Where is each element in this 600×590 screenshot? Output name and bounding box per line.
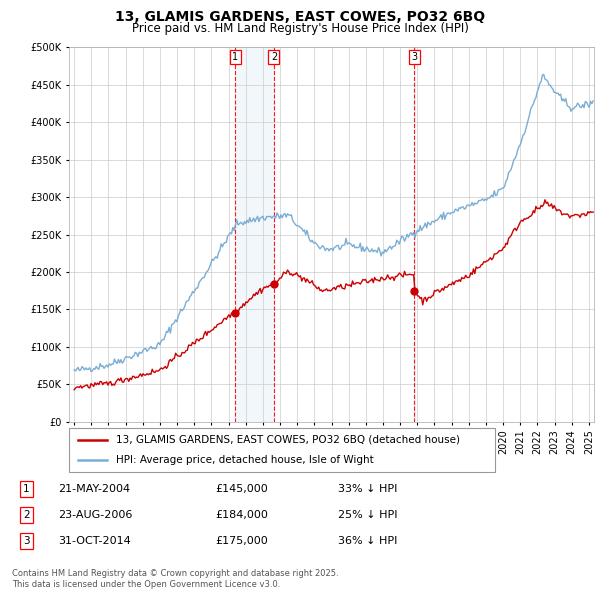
Text: £175,000: £175,000	[216, 536, 268, 546]
Text: 36% ↓ HPI: 36% ↓ HPI	[338, 536, 397, 546]
Text: 3: 3	[23, 536, 30, 546]
Text: HPI: Average price, detached house, Isle of Wight: HPI: Average price, detached house, Isle…	[116, 455, 374, 465]
Text: 2: 2	[271, 52, 277, 62]
Text: £184,000: £184,000	[216, 510, 269, 520]
Bar	[235, 47, 274, 422]
Text: 13, GLAMIS GARDENS, EAST COWES, PO32 6BQ (detached house): 13, GLAMIS GARDENS, EAST COWES, PO32 6BQ…	[116, 435, 460, 445]
Text: 33% ↓ HPI: 33% ↓ HPI	[338, 484, 397, 494]
Text: Contains HM Land Registry data © Crown copyright and database right 2025.
This d: Contains HM Land Registry data © Crown c…	[12, 569, 338, 589]
Text: 25% ↓ HPI: 25% ↓ HPI	[338, 510, 397, 520]
Bar	[413, 47, 415, 422]
Text: 13, GLAMIS GARDENS, EAST COWES, PO32 6BQ: 13, GLAMIS GARDENS, EAST COWES, PO32 6BQ	[115, 10, 485, 24]
Text: 31-OCT-2014: 31-OCT-2014	[59, 536, 131, 546]
FancyBboxPatch shape	[69, 428, 495, 472]
Text: 23-AUG-2006: 23-AUG-2006	[59, 510, 133, 520]
Text: £145,000: £145,000	[216, 484, 268, 494]
Text: 2: 2	[23, 510, 30, 520]
Text: Price paid vs. HM Land Registry's House Price Index (HPI): Price paid vs. HM Land Registry's House …	[131, 22, 469, 35]
Text: 1: 1	[232, 52, 238, 62]
Text: 3: 3	[412, 52, 418, 62]
Text: 1: 1	[23, 484, 30, 494]
Text: 21-MAY-2004: 21-MAY-2004	[59, 484, 131, 494]
